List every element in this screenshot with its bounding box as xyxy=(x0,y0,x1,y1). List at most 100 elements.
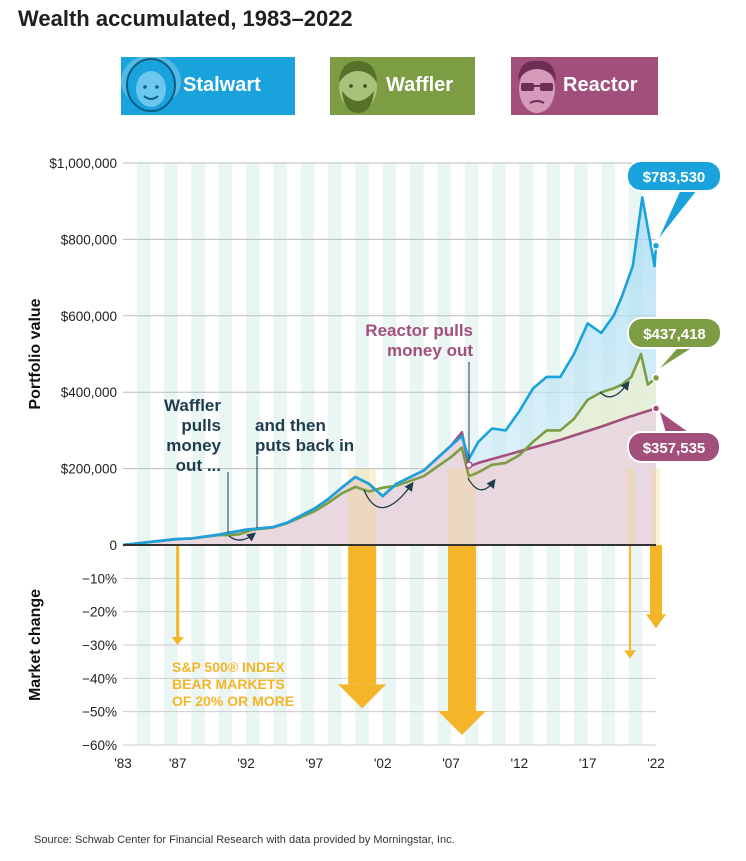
chart-title: Wealth accumulated, 1983–2022 xyxy=(18,6,353,31)
year-band xyxy=(177,163,192,745)
bear-market-bar xyxy=(447,545,476,711)
x-tick-label: '97 xyxy=(306,756,324,771)
reactor-end-label-box xyxy=(627,431,721,463)
bear-market-arrowhead xyxy=(437,711,486,735)
y-tick-label: $400,000 xyxy=(61,385,117,400)
waffler-in-note: and then puts back in xyxy=(255,416,354,455)
bear-market-arrowhead xyxy=(338,684,387,709)
reactor-out-note: Reactor pulls money out xyxy=(365,321,473,360)
waffler-in-note-line: and then xyxy=(255,416,326,435)
bear-market-note-line: BEAR MARKETS xyxy=(172,676,285,692)
bear-market-shade xyxy=(626,468,635,545)
legend-reactor: Reactor xyxy=(511,57,658,115)
x-tick-label: '02 xyxy=(374,756,392,771)
legend-reactor-label: Reactor xyxy=(563,74,638,96)
year-band xyxy=(382,163,397,745)
man-with-glasses-face-icon xyxy=(518,60,556,113)
x-tick-label: '22 xyxy=(647,756,665,771)
reactor-end-label-text: $357,535 xyxy=(643,440,706,457)
waffler-reentry-arrow xyxy=(228,532,257,542)
bear-market-shade xyxy=(447,468,476,545)
waffler-end-label-box xyxy=(627,317,722,349)
y-tick-label: $200,000 xyxy=(61,462,117,477)
waffler-2020-arrow xyxy=(599,380,630,398)
stalwart-end-point xyxy=(651,241,661,250)
legend-waffler-label: Waffler xyxy=(386,74,454,96)
y-tick-label: $1,000,000 xyxy=(49,156,117,171)
year-band xyxy=(205,163,219,745)
year-band xyxy=(410,163,424,745)
reactor-out-note-line: money out xyxy=(387,341,473,360)
smiling-woman-face-icon xyxy=(121,57,181,112)
bear-market-note-line: S&P 500® INDEX xyxy=(172,659,285,675)
y-tick-label: $800,000 xyxy=(61,232,117,247)
year-band xyxy=(300,163,315,745)
x-tick-label: '83 xyxy=(114,756,132,771)
bear-market-bar xyxy=(176,545,180,637)
change-axis-title: Market change xyxy=(27,589,44,701)
y-tick-label: $600,000 xyxy=(61,309,117,324)
reactor-out-note-line: Reactor pulls xyxy=(365,321,473,340)
bear-market-note-line: OF 20% OR MORE xyxy=(172,693,294,709)
x-tick-label: '12 xyxy=(511,756,529,771)
bear-market-note: S&P 500® INDEX BEAR MARKETS OF 20% OR MORE xyxy=(172,659,294,709)
bear-market-bar xyxy=(629,545,632,651)
waffler-2009-arrow xyxy=(467,477,496,491)
axes: $1,000,000 $800,000 $600,000 $400,000 $200,0… xyxy=(27,156,665,771)
legend-waffler: Waffler xyxy=(330,57,475,115)
waffler-2002-arrow xyxy=(363,481,414,509)
bear-market-arrowhead xyxy=(646,614,666,629)
year-band xyxy=(164,163,178,745)
legend-stalwart: Stalwart xyxy=(121,57,295,115)
waffler-line xyxy=(122,352,657,547)
y-tick-label: 0 xyxy=(109,538,117,553)
bear-market-shade xyxy=(652,468,660,545)
waffler-out-note-line: Waffler xyxy=(164,396,221,415)
bear-market-arrowhead xyxy=(624,650,637,659)
x-tick-label: '92 xyxy=(237,756,255,771)
reactor-area xyxy=(123,408,656,545)
year-band xyxy=(328,163,342,745)
year-band xyxy=(423,163,438,745)
stalwart-line xyxy=(122,196,658,547)
legend-stalwart-label: Stalwart xyxy=(183,74,261,96)
reactor-end-point xyxy=(651,404,661,413)
x-tick-label: '87 xyxy=(169,756,187,771)
year-band xyxy=(273,163,288,745)
y-axis-title: Portfolio value xyxy=(27,298,44,409)
year-band xyxy=(396,163,411,745)
bear-market-bars xyxy=(171,468,666,735)
waffler-out-note-line: out ... xyxy=(176,456,221,475)
change-tick-label: −40% xyxy=(82,671,117,686)
change-tick-label: −60% xyxy=(82,738,117,753)
year-band xyxy=(136,163,151,745)
change-tick-label: −50% xyxy=(82,705,117,720)
series-areas xyxy=(123,197,656,545)
bear-market-bar xyxy=(650,545,662,617)
waffler-end-point xyxy=(651,373,661,383)
waffler-end-label-text: $437,418 xyxy=(643,326,706,343)
series-lines xyxy=(122,196,661,547)
year-band xyxy=(314,163,329,745)
x-tick-label: '07 xyxy=(442,756,460,771)
year-band xyxy=(191,163,206,745)
waffler-in-note-line: puts back in xyxy=(255,436,354,455)
year-band xyxy=(259,163,274,745)
bear-market-arrowhead xyxy=(171,637,184,645)
stalwart-end-label-pointer xyxy=(659,185,701,238)
year-band xyxy=(232,163,247,745)
annotations: Waffler pulls money out ... and then puts bac… xyxy=(164,160,722,709)
year-band xyxy=(287,163,301,745)
year-band xyxy=(246,163,260,745)
bear-market-bar xyxy=(348,545,377,685)
change-tick-label: −20% xyxy=(82,605,117,620)
reactor-exit-point xyxy=(465,461,473,469)
year-band xyxy=(123,163,137,745)
stalwart-end-label-box xyxy=(626,160,722,192)
change-tick-label: −10% xyxy=(82,571,117,586)
change-tick-label: −30% xyxy=(82,638,117,653)
year-band xyxy=(218,163,233,745)
waffler-out-note-line: pulls xyxy=(181,416,221,435)
bearded-man-face-icon xyxy=(339,61,377,113)
